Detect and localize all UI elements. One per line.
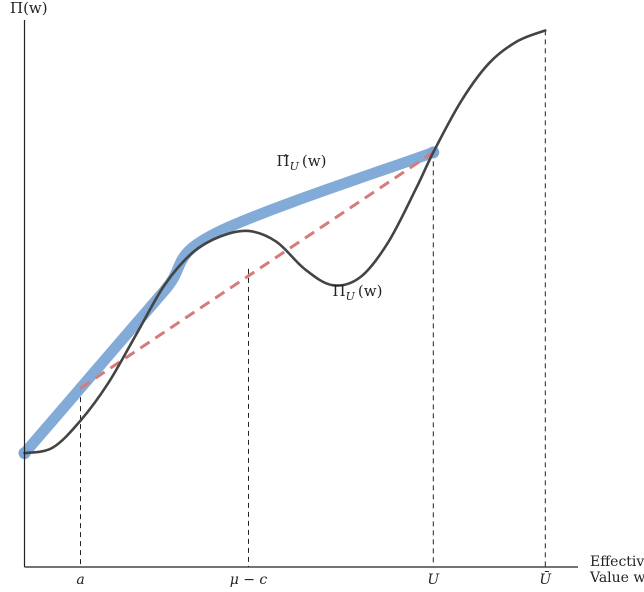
- x-axis-label-line1: Effective: [590, 554, 644, 570]
- curve-annotation-0: Π̂U (w): [277, 152, 327, 173]
- curve-annotations: Π̂U (w) ΠU (w): [277, 152, 383, 303]
- guide-lines: [80, 30, 546, 567]
- series-chord-line: [79, 151, 435, 390]
- x-axis-label-line2: Value w: [589, 570, 644, 586]
- axes: [23, 20, 578, 568]
- x-tick-label-2: U: [427, 572, 440, 588]
- y-axis-label: Π(w): [10, 0, 48, 17]
- series-envelope-line: [19, 146, 439, 459]
- series-profit-curve: [23, 29, 547, 455]
- series-layer: [18, 29, 547, 460]
- x-tick-label-3: Ū: [539, 570, 552, 588]
- x-tick-label-1: μ − c: [230, 572, 268, 588]
- x-tick-label-0: a: [76, 572, 84, 588]
- curve-annotation-1: ΠU (w): [333, 282, 383, 303]
